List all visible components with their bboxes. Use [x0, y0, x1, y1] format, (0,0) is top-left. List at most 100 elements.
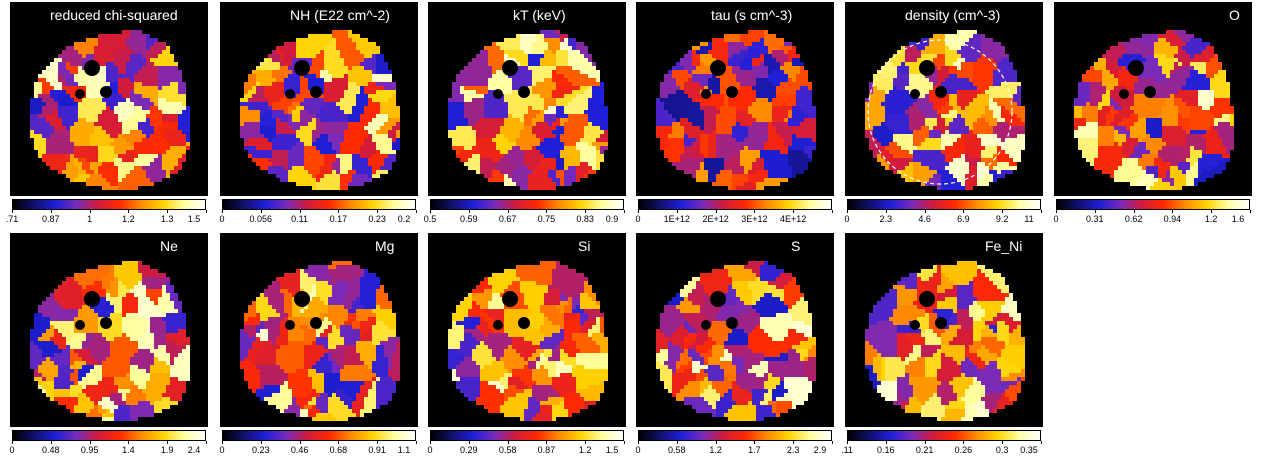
- colorbar-ticks: 0.5 0.59 0.67 0.75 0.83 0.9: [418, 210, 625, 224]
- tick-label: 0.58: [668, 445, 686, 455]
- tick-label: 0.59: [460, 214, 478, 224]
- tick-mark: [924, 441, 926, 444]
- region-circle: [867, 39, 1013, 185]
- panel-chi: reduced chi-squared .71 0.87 1 1.2 1.3 1.5: [0, 2, 208, 224]
- tick-mark: [1002, 441, 1004, 444]
- tick-label: 0.29: [460, 445, 478, 455]
- tick-label: 0: [219, 445, 225, 455]
- tick-mark: [430, 441, 431, 444]
- tick-label: 1.4: [122, 445, 135, 455]
- tick-mark: [1002, 210, 1004, 213]
- colorbar: [430, 430, 624, 441]
- tick-label: 0.23: [368, 214, 386, 224]
- tick-label: 0.48: [42, 445, 60, 455]
- colorbar-ticks: 0 0.29 0.58 0.87 1.2 1.5: [418, 441, 625, 455]
- panel-title: density (cm^-3): [905, 7, 1001, 23]
- panel-ne: Ne 0 0.48 0.95 1.4 1.9 2.4: [0, 233, 208, 455]
- map-o: O: [1054, 2, 1252, 196]
- map-image-kt: [448, 30, 608, 190]
- tick-label: 6.9: [957, 214, 970, 224]
- tick-mark: [468, 441, 470, 444]
- map-image-mg: [240, 261, 400, 421]
- tick-label: 1.7: [748, 445, 761, 455]
- tick-mark: [885, 210, 887, 213]
- panel-title: Si: [578, 238, 591, 254]
- tick-mark: [167, 210, 169, 213]
- tick-label: 0.2: [397, 214, 411, 224]
- panel-title: NH (E22 cm^-2): [290, 7, 390, 23]
- map-tau: tau (s cm^-3): [636, 2, 834, 196]
- tick-label: 1.2: [122, 214, 135, 224]
- tick-mark: [416, 210, 417, 213]
- tick-mark: [585, 210, 587, 213]
- tick-mark: [1172, 210, 1174, 213]
- map-image-chi: [30, 30, 190, 190]
- colorbar: [1056, 199, 1250, 210]
- tick-mark: [754, 210, 756, 213]
- panel-mg: Mg 0 0.23 0.46 0.68 0.91 1.1: [210, 233, 418, 455]
- map-image-nh: [240, 30, 400, 190]
- tick-label: 9.2: [995, 214, 1009, 224]
- tick-label: 0.11: [291, 214, 309, 224]
- tick-label: 1.5: [605, 445, 619, 455]
- tick-label: 2.9: [813, 445, 827, 455]
- tick-label: 1E+12: [663, 214, 690, 224]
- tick-label: 0.35: [1020, 445, 1038, 455]
- tick-mark: [1041, 441, 1042, 444]
- tick-label: 0.056: [249, 214, 273, 224]
- map-fe: Fe_Ni: [845, 233, 1043, 427]
- tick-label: 1.1: [397, 445, 411, 455]
- tick-mark: [847, 210, 848, 213]
- map-image-fe: [865, 261, 1025, 421]
- tick-label: 0.94: [1163, 214, 1182, 224]
- tick-label: 0.16: [877, 445, 895, 455]
- map-image-s: [656, 261, 816, 421]
- tick-label: 0: [1053, 214, 1059, 224]
- tick-label: 0.75: [537, 214, 556, 224]
- panel-title: Mg: [375, 238, 395, 254]
- tick-mark: [89, 210, 91, 213]
- colorbar: [222, 430, 416, 441]
- tick-label: 0.95: [80, 445, 99, 455]
- tick-mark: [638, 210, 639, 213]
- map-image-si: [448, 261, 608, 421]
- tick-mark: [377, 441, 379, 444]
- tick-mark: [377, 210, 379, 213]
- panel-tau: tau (s cm^-3) 0 1E+12 2E+12 3E+12 4E+12: [626, 2, 834, 224]
- panel-title: Fe_Ni: [985, 238, 1023, 254]
- tick-mark: [299, 210, 301, 213]
- panel-title: tau (s cm^-3): [711, 7, 793, 23]
- map-s: S: [636, 233, 834, 427]
- tick-label: .71: [5, 214, 19, 224]
- panel-si: Si 0 0.29 0.58 0.87 1.2 1.5: [418, 233, 626, 455]
- tick-mark: [1094, 210, 1096, 213]
- colorbar: [638, 199, 832, 210]
- colorbar-ticks: 0 2.3 4.6 6.9 9.2 11: [835, 210, 1042, 224]
- colorbar: [12, 430, 206, 441]
- tick-label: 2E+12: [702, 214, 729, 224]
- panel-fe: Fe_Ni .11 0.16 0.21 0.26 0.3 0.35: [835, 233, 1043, 455]
- tick-mark: [167, 441, 169, 444]
- map-image-density: [865, 30, 1025, 190]
- panel-kt: kT (keV) 0.5 0.59 0.67 0.75 0.83 0.9: [418, 2, 626, 224]
- colorbar: [847, 430, 1041, 441]
- tick-mark: [1211, 210, 1213, 213]
- tick-mark: [1133, 210, 1135, 213]
- tick-mark: [338, 210, 340, 213]
- panel-title: reduced chi-squared: [50, 7, 178, 23]
- map-ne: Ne: [10, 233, 208, 427]
- tick-mark: [963, 210, 965, 213]
- tick-label: 11: [1024, 214, 1034, 224]
- tick-mark: [12, 441, 13, 444]
- tick-mark: [260, 210, 262, 213]
- tick-label: 1.2: [709, 445, 722, 455]
- tick-mark: [885, 441, 887, 444]
- tick-mark: [260, 441, 262, 444]
- tick-label: 0.68: [329, 445, 348, 455]
- tick-label: 0.91: [368, 445, 386, 455]
- colorbar: [12, 199, 206, 210]
- tick-mark: [1041, 210, 1042, 213]
- tick-mark: [206, 441, 207, 444]
- tick-mark: [222, 210, 223, 213]
- tick-label: 0.62: [1124, 214, 1143, 224]
